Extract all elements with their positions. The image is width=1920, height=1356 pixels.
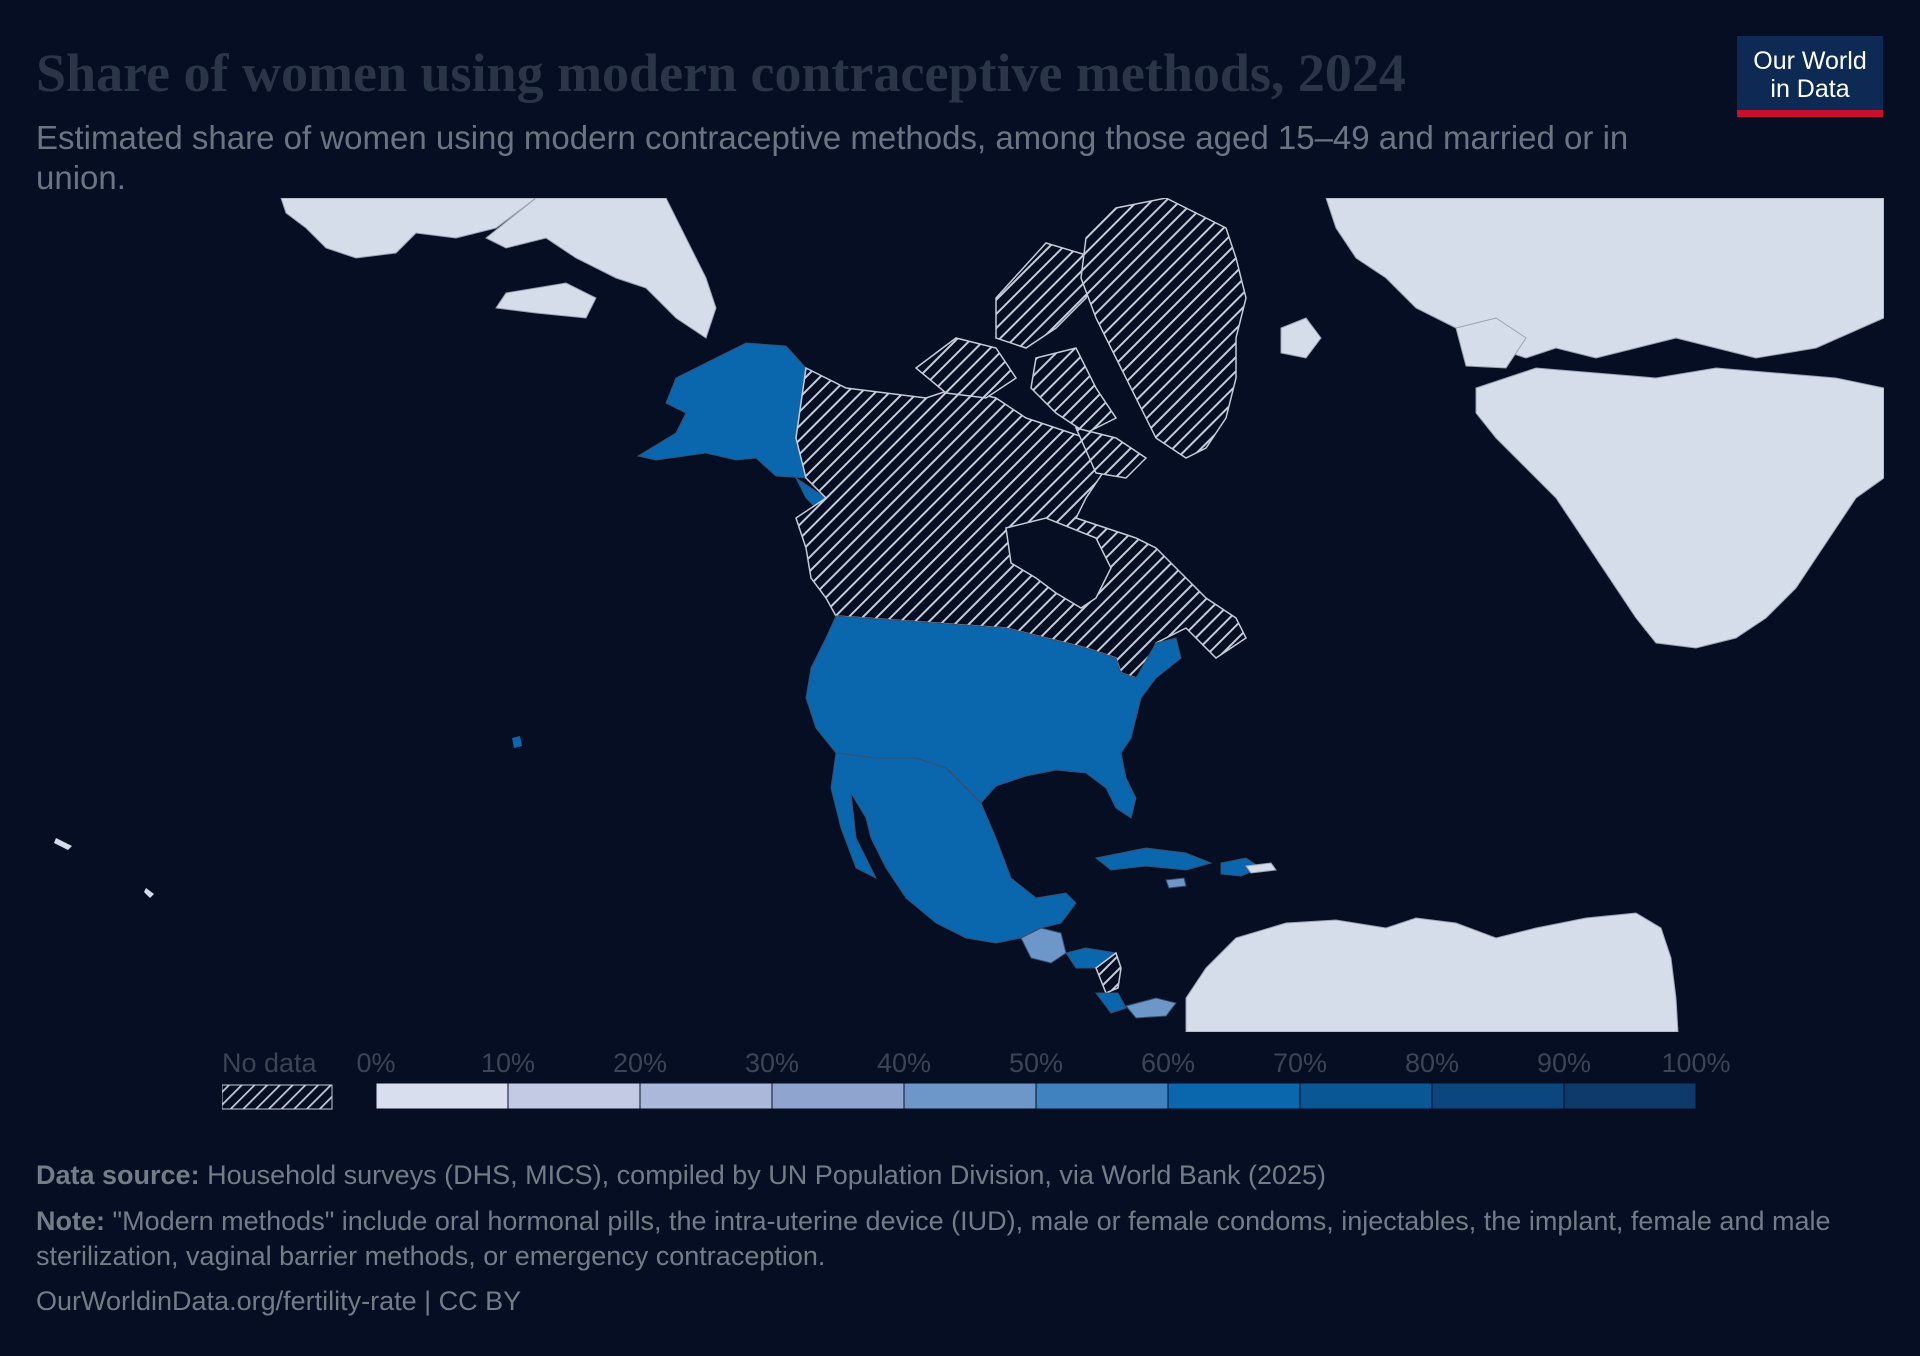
legend-bin[interactable] — [639, 1082, 773, 1110]
region-alaska[interactable] — [636, 342, 807, 479]
region-nicaragua[interactable] — [1095, 951, 1122, 994]
region-puerto-rico[interactable] — [1245, 862, 1277, 874]
legend-no-data-label: No data — [222, 1048, 318, 1078]
region-hudson-bay — [1005, 517, 1112, 609]
region-jamaica[interactable] — [1165, 877, 1187, 889]
region-hawaii[interactable] — [512, 736, 522, 748]
note-label: Note: — [36, 1206, 105, 1236]
region-africa[interactable] — [1475, 367, 1884, 649]
legend-tick-label: 40% — [877, 1048, 931, 1078]
note: Note: "Modern methods" include oral horm… — [36, 1204, 1886, 1274]
owid-logo[interactable]: Our World in Data — [1737, 36, 1883, 117]
chart-title: Share of women using modern contraceptiv… — [36, 43, 1406, 103]
legend-no-data-swatch[interactable] — [222, 1084, 333, 1110]
legend-tick-label: 50% — [1009, 1048, 1063, 1078]
region-arctic-islands-3[interactable] — [1030, 347, 1118, 434]
region-arctic-islands-4[interactable] — [1074, 426, 1148, 479]
region-cuba[interactable] — [1094, 847, 1213, 871]
legend-bin[interactable] — [1167, 1082, 1301, 1110]
logo-line-1: Our World — [1753, 47, 1867, 75]
region-south-america[interactable] — [1185, 912, 1679, 1032]
region-arctic-islands-2[interactable] — [914, 337, 1018, 399]
region-pacific-islet-2[interactable] — [144, 888, 154, 898]
logo-line-2: in Data — [1770, 75, 1850, 103]
legend-tick-label: 10% — [481, 1048, 535, 1078]
region-mexico[interactable] — [830, 752, 1077, 944]
region-sakhalin[interactable] — [495, 282, 597, 319]
legend-bin[interactable] — [1563, 1082, 1697, 1110]
legend-bin[interactable] — [1299, 1082, 1433, 1110]
region-pacific-islet-1[interactable] — [54, 838, 72, 850]
legend-bin[interactable] — [507, 1082, 641, 1110]
region-greenland[interactable] — [1080, 198, 1247, 459]
region-iceland[interactable] — [1280, 317, 1322, 359]
legend-tick-label: 100% — [1661, 1048, 1730, 1078]
region-europe[interactable] — [1325, 198, 1884, 359]
legend: No data 0% 10% 20% 30% 40% 50% 60% 70% 80% 90% 100… — [222, 1048, 1731, 1110]
legend-tick-label: 90% — [1537, 1048, 1591, 1078]
region-kamchatka[interactable] — [485, 198, 717, 339]
legend-tick-label: 80% — [1405, 1048, 1459, 1078]
chart-subtitle: Estimated share of women using modern co… — [36, 119, 1629, 196]
legend-tick-label: 70% — [1273, 1048, 1327, 1078]
legend-tick-label: 60% — [1141, 1048, 1195, 1078]
region-panama[interactable] — [1125, 997, 1177, 1019]
legend-bin[interactable] — [375, 1082, 509, 1110]
legend-bin[interactable] — [771, 1082, 905, 1110]
region-iberia[interactable] — [1455, 317, 1527, 369]
note-text: "Modern methods" include oral hormonal p… — [36, 1206, 1831, 1271]
legend-tick-label: 20% — [613, 1048, 667, 1078]
data-source-label: Data source: — [36, 1160, 200, 1190]
region-arctic-islands-1[interactable] — [995, 242, 1097, 349]
source-url[interactable]: OurWorldinData.org/fertility-rate | CC B… — [36, 1286, 522, 1316]
legend-bin[interactable] — [1035, 1082, 1169, 1110]
legend-tick-label: 0% — [356, 1048, 395, 1078]
legend-tick-label: 30% — [745, 1048, 799, 1078]
data-source-text: Household surveys (DHS, MICS), compiled … — [199, 1160, 1327, 1190]
legend-bin[interactable] — [1431, 1082, 1565, 1110]
region-ne-asia[interactable] — [280, 198, 537, 259]
region-costa-rica[interactable] — [1095, 992, 1127, 1014]
data-source: Data source: Household surveys (DHS, MIC… — [36, 1158, 1886, 1193]
choropleth-map[interactable] — [36, 198, 1884, 1032]
legend-bin[interactable] — [903, 1082, 1037, 1110]
region-canada[interactable] — [795, 366, 1247, 679]
